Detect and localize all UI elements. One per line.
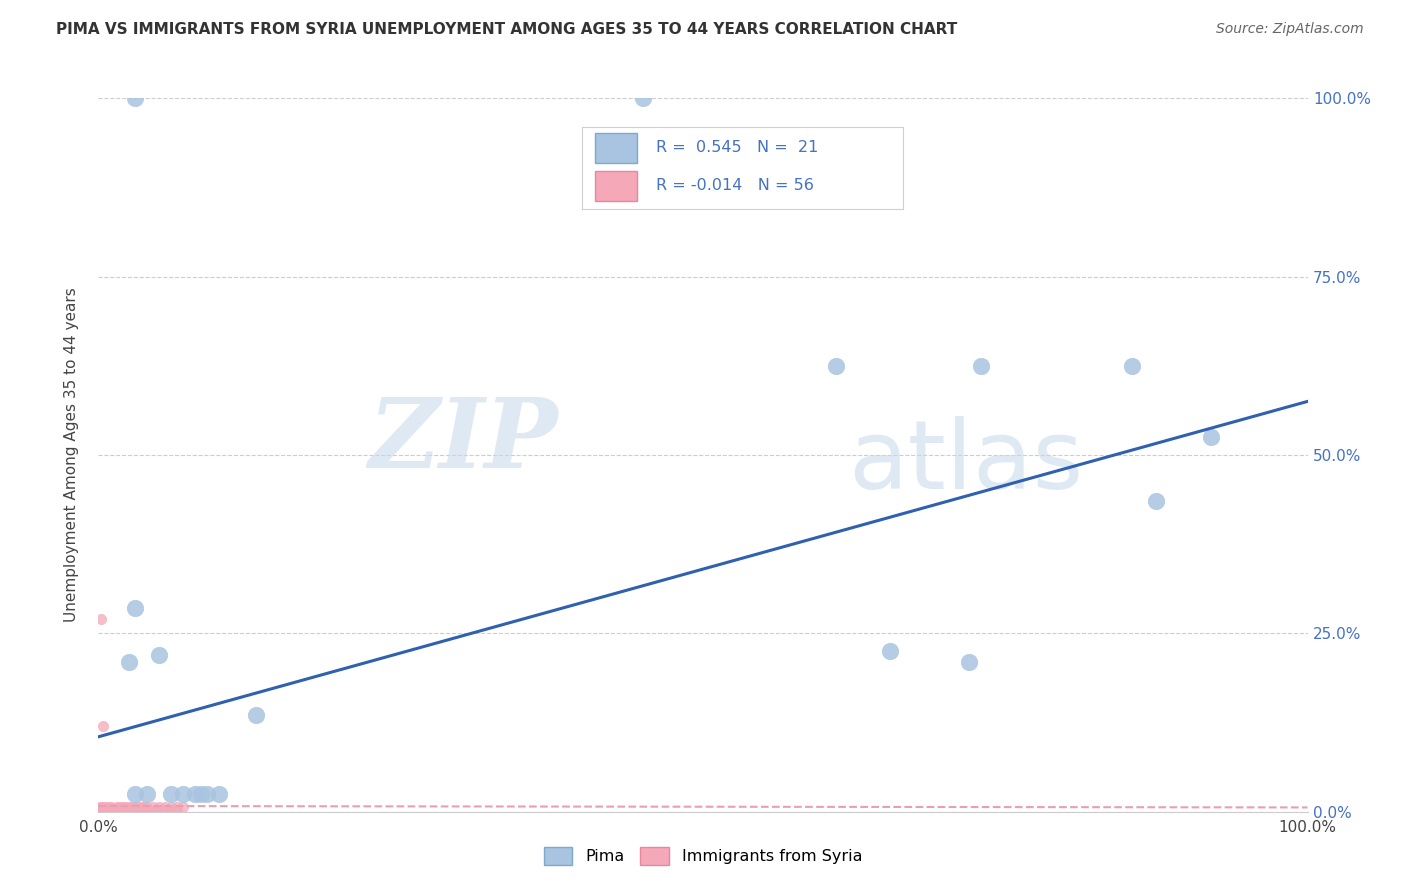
Point [135,805,157,819]
Point [107,803,129,817]
Point [87,805,110,819]
Point [148,800,170,814]
Point [124,601,146,615]
Point [127,803,149,817]
Point [87,800,110,814]
Point [184,787,207,801]
Point [93,799,115,814]
Point [118,803,141,817]
Point [160,787,183,801]
Text: atlas: atlas [848,416,1083,508]
Text: R = -0.014   N = 56: R = -0.014 N = 56 [655,178,814,194]
Point [127,799,149,814]
Point [879,644,901,658]
Point [134,799,156,814]
FancyBboxPatch shape [595,171,637,201]
Point [100,805,122,819]
Point [121,799,143,814]
Text: ZIP: ZIP [368,393,558,488]
Point [138,803,160,817]
Point [631,91,654,105]
Point [135,787,157,801]
Point [124,800,146,814]
Point [970,359,993,373]
Point [129,800,152,814]
Text: R =  0.545   N =  21: R = 0.545 N = 21 [655,140,818,155]
Point [108,799,131,814]
Point [111,800,134,814]
Legend: Pima, Immigrants from Syria: Pima, Immigrants from Syria [537,840,869,871]
Point [129,805,152,819]
Point [114,799,136,814]
Point [101,803,124,817]
Point [142,805,165,819]
Point [148,648,170,662]
Point [93,805,115,819]
Point [111,805,134,819]
Text: Source: ZipAtlas.com: Source: ZipAtlas.com [1216,22,1364,37]
Point [108,801,131,815]
Point [160,805,183,819]
Point [1199,430,1222,444]
Point [166,799,188,814]
Point [105,800,128,814]
Point [97,805,120,819]
Point [91,719,114,733]
Point [98,802,121,816]
Point [142,799,165,814]
Point [114,802,136,816]
Point [957,655,980,669]
Point [148,805,170,819]
Point [115,805,138,819]
Point [112,803,135,817]
Point [97,800,120,814]
Point [135,800,157,814]
Point [124,91,146,105]
Point [153,799,176,814]
Point [134,803,156,817]
Point [103,801,125,815]
Point [160,800,183,814]
Text: PIMA VS IMMIGRANTS FROM SYRIA UNEMPLOYMENT AMONG AGES 35 TO 44 YEARS CORRELATION: PIMA VS IMMIGRANTS FROM SYRIA UNEMPLOYME… [56,22,957,37]
Point [208,787,231,801]
Point [91,800,114,814]
Point [190,787,212,801]
Point [90,612,112,626]
Point [120,805,142,819]
Point [195,787,218,801]
Point [1121,359,1143,373]
Point [145,803,167,817]
Point [124,805,146,819]
FancyBboxPatch shape [595,133,637,162]
Point [105,805,128,819]
Point [121,803,143,817]
Point [124,787,146,801]
Point [825,359,848,373]
Point [153,803,176,817]
Point [172,800,194,814]
Point [166,803,188,817]
Point [118,800,141,814]
Point [94,803,117,817]
Y-axis label: Unemployment Among Ages 35 to 44 years: Unemployment Among Ages 35 to 44 years [65,287,79,623]
Point [91,803,114,817]
Point [118,655,141,669]
Point [100,799,122,814]
Point [90,805,112,819]
Point [1146,494,1168,508]
Point [245,708,267,723]
Point [172,787,194,801]
